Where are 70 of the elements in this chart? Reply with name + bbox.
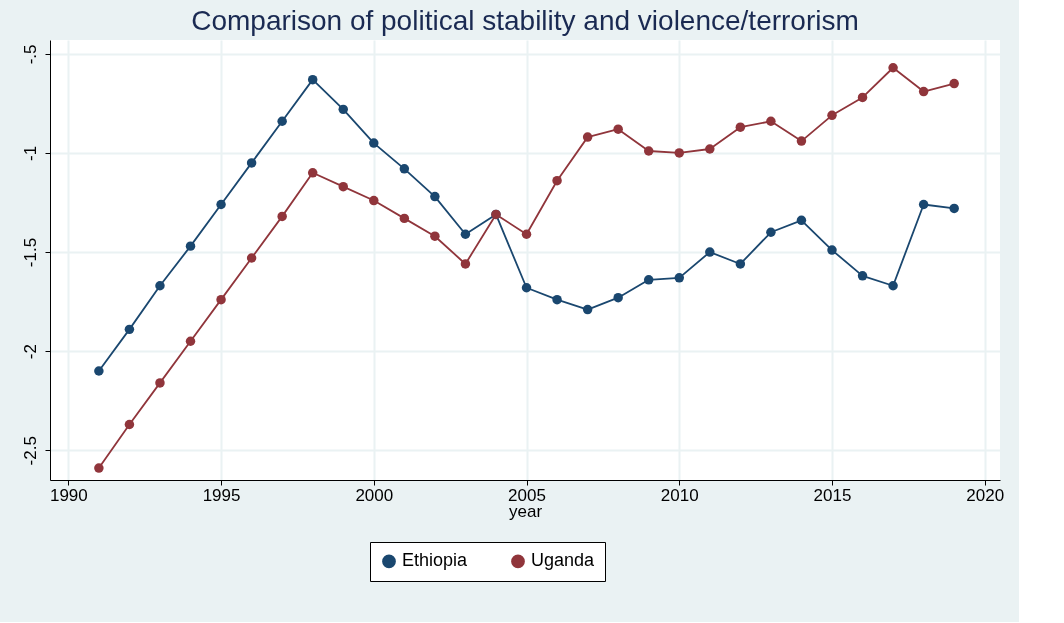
point (307, 168, 318, 178)
point (124, 419, 135, 430)
point (643, 275, 654, 285)
point (460, 259, 471, 269)
point (155, 378, 165, 388)
point (857, 92, 868, 103)
point (827, 110, 837, 121)
point (613, 124, 623, 134)
point (460, 229, 471, 239)
x-tick-label: 2010 (660, 485, 699, 505)
point (643, 146, 654, 156)
point (705, 247, 715, 257)
y-tick-label: -.5 (20, 44, 40, 65)
point (949, 78, 959, 89)
y-tick-label: -2.5 (20, 436, 40, 466)
y-tick-label: -1 (20, 145, 40, 162)
y-tick-label: -2 (20, 344, 40, 360)
point (735, 122, 746, 132)
point (124, 324, 135, 335)
point (246, 253, 257, 263)
point (674, 148, 684, 158)
point (705, 144, 715, 154)
point (796, 136, 807, 146)
chart-title: Comparison of political stability and violence/terrorism (191, 5, 859, 36)
x-tick-label: 1995 (202, 485, 241, 505)
point (94, 463, 104, 473)
point (216, 294, 226, 305)
point (369, 195, 379, 206)
x-tick-label: 2000 (355, 485, 394, 505)
point (552, 294, 562, 305)
point (521, 283, 532, 293)
y-tick-label: -1.5 (20, 237, 40, 268)
point (949, 203, 959, 214)
point (185, 336, 196, 346)
legend-label: Uganda (531, 550, 596, 571)
point (888, 281, 898, 291)
point (94, 366, 104, 376)
x-tick-label: 2015 (813, 485, 852, 505)
point (185, 241, 196, 251)
point (674, 273, 684, 283)
point (246, 158, 257, 168)
point (766, 227, 776, 237)
point (857, 271, 868, 281)
point (399, 164, 410, 174)
point (216, 199, 226, 210)
point (155, 281, 165, 291)
point (918, 86, 929, 97)
point (369, 138, 379, 148)
point (277, 211, 287, 222)
point (735, 259, 746, 269)
x-tick-label: 1990 (49, 485, 88, 505)
point (827, 245, 837, 255)
point (796, 215, 807, 226)
point (430, 231, 440, 241)
point (582, 132, 593, 142)
point (338, 104, 348, 115)
point (888, 63, 898, 73)
point (552, 175, 562, 186)
point (582, 304, 593, 315)
point (307, 74, 318, 85)
x-tick-label: 2020 (966, 485, 1005, 505)
point (277, 116, 287, 126)
point (521, 229, 532, 239)
legend-label: Ethiopia (402, 550, 469, 571)
point (766, 116, 776, 126)
point (338, 181, 348, 192)
point (399, 213, 410, 224)
point (918, 199, 929, 210)
point (613, 292, 623, 303)
point (430, 191, 440, 202)
